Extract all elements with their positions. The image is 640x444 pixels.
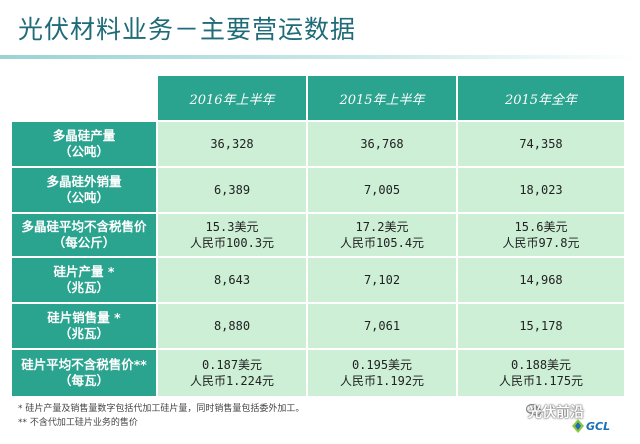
row-label-title: 多晶硅产量 [52, 128, 116, 143]
row-label-unit: （兆瓦） [58, 280, 109, 295]
cell-value: 36,328 [210, 137, 254, 151]
table-cell: 8,643 [158, 258, 306, 302]
table-cell: 7,102 [308, 258, 456, 302]
cell-value: 7,061 [363, 319, 401, 333]
table-cell: 8,880 [158, 304, 306, 348]
table-cell: 0.187美元 人民币1.224元 [158, 350, 306, 396]
table-cell: 6,389 [158, 168, 306, 212]
column-header: 2015年上半年 [308, 76, 456, 120]
row-label: 硅片销售量 * （兆瓦） [12, 304, 156, 348]
row-label-title: 硅片产量 * [53, 264, 115, 279]
cell-value: 18,023 [519, 183, 563, 197]
gcl-logo-icon [572, 419, 584, 433]
row-label: 硅片平均不含税售价** （每瓦） [12, 350, 156, 396]
cell-value: 人民币1.192元 [339, 374, 425, 388]
cell-value: 0.187美元 [201, 358, 263, 372]
footnotes: * 硅片产量及销售量数字包括代加工硅片量，同时销售量包括委外加工。 ** 不含代… [18, 402, 304, 430]
wechat-icon [526, 403, 542, 416]
row-label-unit: （每公斤） [52, 235, 116, 250]
table-corner [12, 76, 156, 120]
table-cell: 14,968 [458, 258, 624, 302]
cell-value: 8,643 [213, 273, 251, 287]
page-title: 光伏材料业务－主要营运数据 [18, 15, 357, 44]
cell-value: 15.6美元 [514, 220, 568, 234]
row-label: 硅片产量 * （兆瓦） [12, 258, 156, 302]
table-cell: 18,023 [458, 168, 624, 212]
cell-value: 0.188美元 [510, 358, 572, 372]
watermark-text: 光伏前沿 [528, 405, 584, 421]
row-label: 多晶硅外销量 （公吨） [12, 168, 156, 212]
row-label: 多晶硅产量 （公吨） [12, 122, 156, 166]
cell-value: 15,178 [519, 319, 563, 333]
table-cell: 74,358 [458, 122, 624, 166]
table-cell: 36,768 [308, 122, 456, 166]
cell-value: 6,389 [213, 183, 251, 197]
table-cell: 0.195美元 人民币1.192元 [308, 350, 456, 396]
row-label-title: 硅片销售量 * [47, 310, 121, 325]
row-label-unit: （每瓦） [58, 373, 109, 388]
row-label-title: 多晶硅平均不含税售价 [21, 219, 147, 234]
cell-value: 14,968 [519, 273, 563, 287]
column-header: 2015年全年 [458, 76, 624, 120]
cell-value: 74,358 [519, 137, 563, 151]
table-cell: 15.3美元人民币100.3元 [158, 214, 306, 256]
cell-value: 7,102 [363, 273, 401, 287]
cell-value: 人民币1.224元 [189, 374, 275, 388]
title-divider [0, 55, 640, 59]
cell-value: 15.3美元 [205, 220, 259, 234]
table-cell: 15.6美元 人民币97.8元 [458, 214, 624, 256]
cell-value: 人民币1.175元 [498, 374, 584, 388]
cell-value: 0.195美元 [351, 358, 413, 372]
cell-value: 36,768 [360, 137, 404, 151]
cell-value: 人民币105.4元 [339, 236, 425, 250]
table-cell: 36,328 [158, 122, 306, 166]
gcl-logo-text: GCL [586, 420, 611, 433]
table-cell: 17.2美元人民币105.4元 [308, 214, 456, 256]
footnote-1: * 硅片产量及销售量数字包括代加工硅片量，同时销售量包括委外加工。 [18, 404, 305, 414]
cell-value: 7,005 [363, 183, 401, 197]
row-label-title: 硅片平均不含税售价** [21, 357, 147, 372]
row-label-unit: （兆瓦） [58, 326, 109, 341]
table-cell: 0.188美元 人民币1.175元 [458, 350, 624, 396]
column-header: 2016年上半年 [158, 76, 306, 120]
table-cell: 15,178 [458, 304, 624, 348]
cell-value: 人民币97.8元 [502, 236, 580, 250]
cell-value: 人民币100.3元 [189, 236, 275, 250]
table-cell: 7,061 [308, 304, 456, 348]
table-cell: 7,005 [308, 168, 456, 212]
row-label: 多晶硅平均不含税售价 （每公斤） [12, 214, 156, 256]
footnote-2: ** 不含代加工硅片业务的售价 [18, 418, 138, 428]
row-label-title: 多晶硅外销量 [46, 174, 122, 189]
row-label-unit: （公吨） [58, 190, 109, 205]
row-label-unit: （公吨） [58, 144, 109, 159]
cell-value: 8,880 [213, 319, 251, 333]
cell-value: 17.2美元 [355, 220, 409, 234]
